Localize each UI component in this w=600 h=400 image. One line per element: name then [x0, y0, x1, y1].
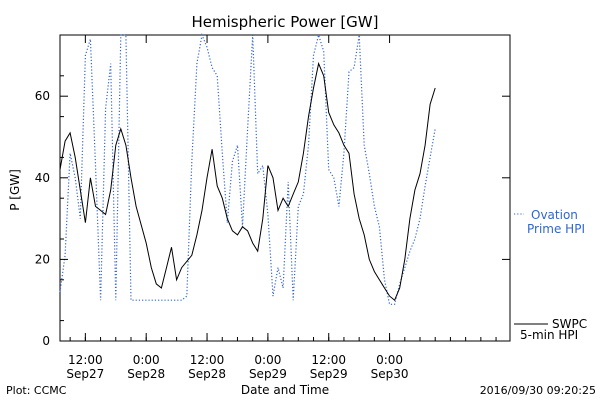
y-tick-label: 60 — [35, 89, 50, 103]
x-tick-time-label: 12:00 — [311, 353, 346, 367]
x-tick-date-label: Sep29 — [249, 367, 287, 381]
ovation-prime-hpi-line — [59, 32, 436, 305]
y-tick-label: 40 — [35, 171, 50, 185]
swpc-series — [59, 61, 436, 302]
x-tick-time-label: 0:00 — [376, 353, 403, 367]
swpc-legend-label-line2: 5-min HPI — [520, 328, 578, 342]
ovation-legend-label-line2: Prime HPI — [527, 222, 585, 236]
x-axis-label: Date and Time — [241, 383, 329, 397]
x-tick-date-label: Sep29 — [310, 367, 348, 381]
plot-area-frame — [59, 34, 511, 342]
swpc-legend-label: SWPC — [552, 317, 587, 331]
y-tick-label: 20 — [35, 252, 50, 266]
ovation-series — [59, 32, 436, 305]
ovation-legend-label: Ovation — [531, 208, 578, 222]
x-tick-time-label: 12:00 — [68, 353, 103, 367]
x-tick-time-label: 0:00 — [254, 353, 281, 367]
x-tick-date-label: Sep28 — [188, 367, 226, 381]
x-tick-date-label: Sep27 — [66, 367, 104, 381]
chart-title: Hemispheric Power [GW] — [192, 13, 379, 31]
footer-credit: Plot: CCMC — [6, 384, 67, 397]
axes: 020406012:00Sep270:00Sep2812:00Sep280:00… — [35, 35, 510, 381]
y-tick-label: 0 — [42, 334, 50, 348]
swpc-hpi-line — [59, 61, 436, 302]
x-tick-time-label: 0:00 — [133, 353, 160, 367]
x-tick-time-label: 12:00 — [190, 353, 225, 367]
footer-timestamp: 2016/09/30 09:20:25 — [480, 384, 596, 397]
x-tick-date-label: Sep28 — [127, 367, 165, 381]
y-axis-label: P [GW] — [8, 169, 22, 211]
x-tick-date-label: Sep30 — [371, 367, 409, 381]
